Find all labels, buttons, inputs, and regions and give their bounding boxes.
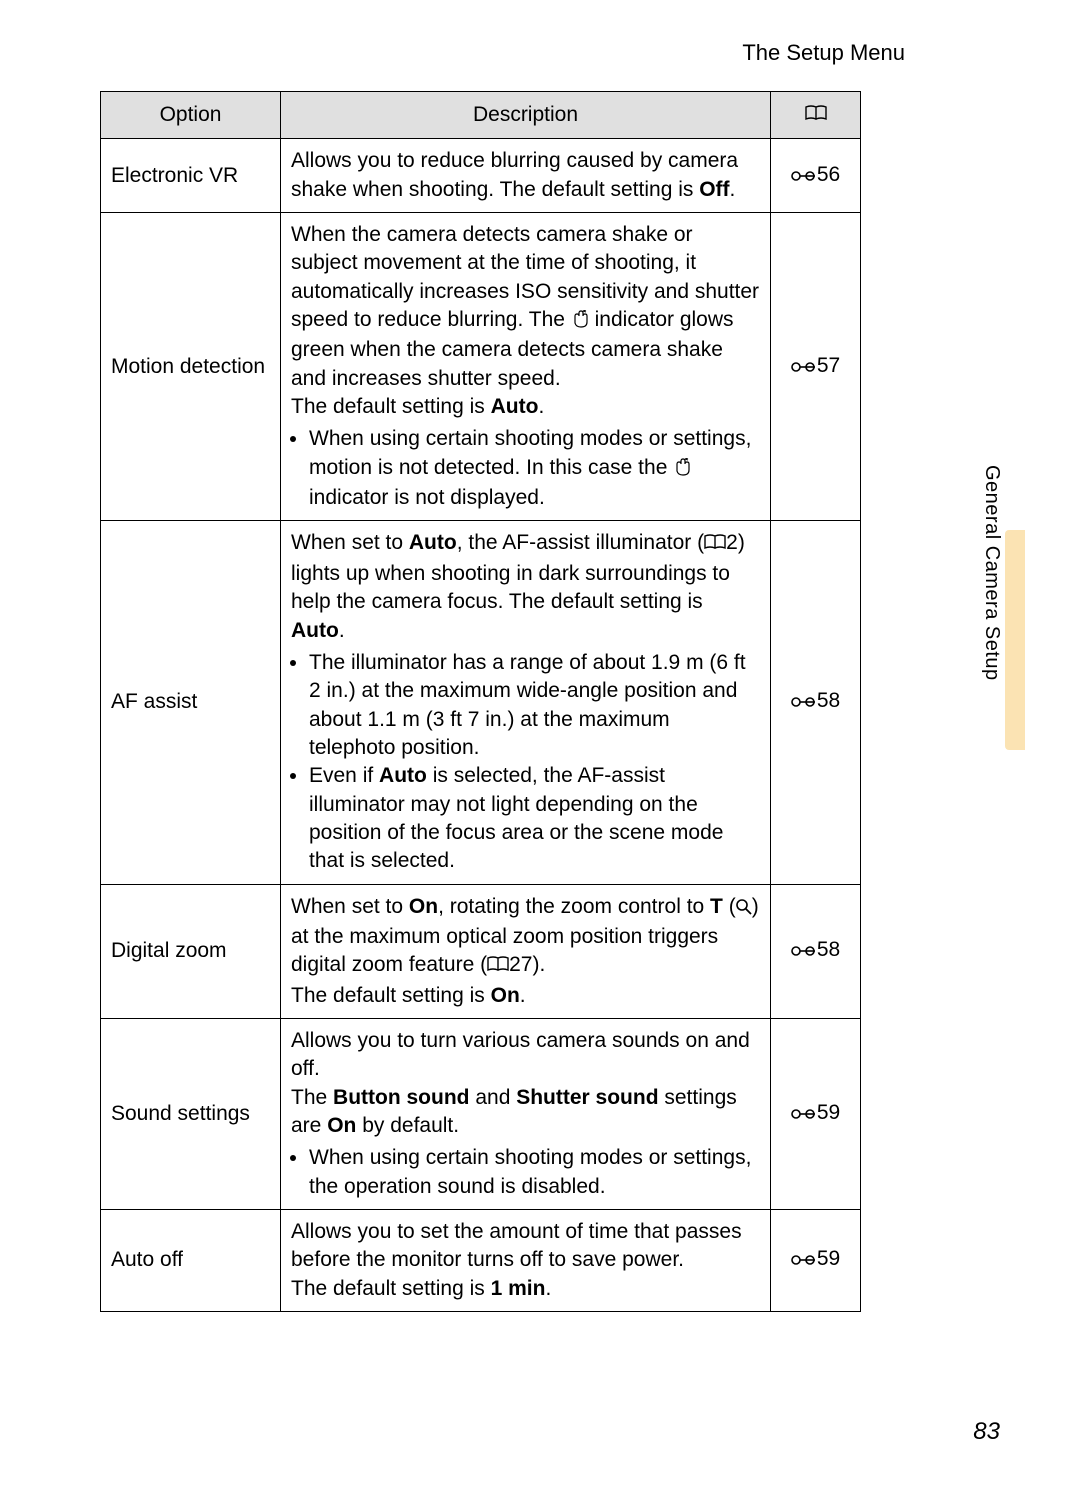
desc-af-assist: When set to Auto, the AF-assist illumina… <box>281 521 771 884</box>
ref-electronic-vr: 56 <box>771 139 861 213</box>
table-row: Digital zoom When set to On, rotating th… <box>101 884 861 1018</box>
text: . <box>339 619 345 642</box>
section-label: General Camera Setup <box>980 465 1003 681</box>
bullet-list: When using certain shooting modes or set… <box>291 425 760 512</box>
text: Allows you to turn various camera sounds… <box>291 1029 750 1080</box>
bold: T <box>710 895 723 918</box>
col-reference <box>771 92 861 139</box>
page: The Setup Menu Option Description Electr… <box>0 0 1080 1486</box>
ref-inline: 27 <box>509 953 532 976</box>
ref-auto-off: 59 <box>771 1210 861 1312</box>
option-digital-zoom: Digital zoom <box>101 884 281 1018</box>
option-auto-off: Auto off <box>101 1210 281 1312</box>
option-af-assist: AF assist <box>101 521 281 884</box>
desc-digital-zoom: When set to On, rotating the zoom contro… <box>281 884 771 1018</box>
text: ( <box>723 895 736 918</box>
table-header-row: Option Description <box>101 92 861 139</box>
list-item: Even if Auto is selected, the AF-assist … <box>309 762 760 875</box>
text: , the AF-assist illuminator ( <box>457 531 704 554</box>
text: ). <box>532 953 545 976</box>
desc-sound-settings: Allows you to turn various camera sounds… <box>281 1018 771 1209</box>
bold: Shutter sound <box>516 1086 658 1109</box>
bold: Auto <box>291 619 339 642</box>
ref-inline: 2 <box>726 531 738 554</box>
text: . <box>545 1277 551 1300</box>
key-icon <box>791 163 817 191</box>
text: When set to <box>291 895 409 918</box>
magnifier-icon <box>736 895 752 923</box>
book-icon <box>805 102 827 130</box>
bullet-list: The illuminator has a range of about 1.9… <box>291 649 760 876</box>
key-icon <box>791 1247 817 1275</box>
col-description: Description <box>281 92 771 139</box>
table-row: Motion detection When the camera detects… <box>101 213 861 521</box>
list-item: The illuminator has a range of about 1.9… <box>309 649 760 762</box>
table-row: AF assist When set to Auto, the AF-assis… <box>101 521 861 884</box>
page-number: 83 <box>973 1418 1000 1446</box>
key-icon <box>791 354 817 382</box>
list-item: When using certain shooting modes or set… <box>309 425 760 512</box>
desc-electronic-vr: Allows you to reduce blurring caused by … <box>281 139 771 213</box>
text: by default. <box>356 1114 459 1137</box>
ref-num: 58 <box>817 938 840 961</box>
ref-motion-detection: 57 <box>771 213 861 521</box>
ref-af-assist: 58 <box>771 521 861 884</box>
text: The <box>291 1086 333 1109</box>
section-tab <box>1005 530 1025 750</box>
ref-sound-settings: 59 <box>771 1018 861 1209</box>
key-icon <box>791 1101 817 1129</box>
desc-auto-off: Allows you to set the amount of time tha… <box>281 1210 771 1312</box>
table-row: Electronic VR Allows you to reduce blurr… <box>101 139 861 213</box>
text: When set to <box>291 531 409 554</box>
text: The default setting is <box>291 395 491 418</box>
bold: Auto <box>379 764 427 787</box>
text: Allows you to set the amount of time tha… <box>291 1220 742 1271</box>
text: , rotating the zoom control to <box>438 895 710 918</box>
bold: Auto <box>409 531 457 554</box>
bullet-list: When using certain shooting modes or set… <box>291 1144 760 1201</box>
ref-digital-zoom: 58 <box>771 884 861 1018</box>
bold: On <box>491 984 520 1007</box>
ref-num: 59 <box>817 1247 840 1270</box>
list-item: When using certain shooting modes or set… <box>309 1144 760 1201</box>
table-row: Sound settings Allows you to turn variou… <box>101 1018 861 1209</box>
text: and <box>470 1086 517 1109</box>
option-electronic-vr: Electronic VR <box>101 139 281 213</box>
text: . <box>538 395 544 418</box>
text: Even if <box>309 764 379 787</box>
col-option: Option <box>101 92 281 139</box>
text: Allows you to reduce blurring caused by … <box>291 149 738 200</box>
option-sound-settings: Sound settings <box>101 1018 281 1209</box>
setup-menu-table: Option Description Electronic VR Allows … <box>100 91 861 1312</box>
bold: On <box>409 895 438 918</box>
bold: On <box>327 1114 356 1137</box>
ref-num: 59 <box>817 1101 840 1124</box>
desc-motion-detection: When the camera detects camera shake or … <box>281 213 771 521</box>
bold: Button sound <box>333 1086 469 1109</box>
book-icon <box>704 531 726 559</box>
ref-num: 58 <box>817 689 840 712</box>
text: The default setting is <box>291 984 491 1007</box>
ref-num: 56 <box>817 163 840 186</box>
option-motion-detection: Motion detection <box>101 213 281 521</box>
motion-icon <box>673 456 691 484</box>
bold: Auto <box>491 395 539 418</box>
motion-icon <box>571 308 589 336</box>
text: . <box>520 984 526 1007</box>
text: . <box>730 178 736 201</box>
book-icon <box>487 953 509 981</box>
side-section: General Camera Setup <box>980 465 1025 750</box>
text: The default setting is <box>291 1277 491 1300</box>
bold: 1 min <box>491 1277 546 1300</box>
ref-num: 57 <box>817 354 840 377</box>
bold: Off <box>699 178 729 201</box>
key-icon <box>791 689 817 717</box>
page-header: The Setup Menu <box>100 40 1010 66</box>
table-row: Auto off Allows you to set the amount of… <box>101 1210 861 1312</box>
text: indicator is not displayed. <box>309 486 545 509</box>
key-icon <box>791 938 817 966</box>
